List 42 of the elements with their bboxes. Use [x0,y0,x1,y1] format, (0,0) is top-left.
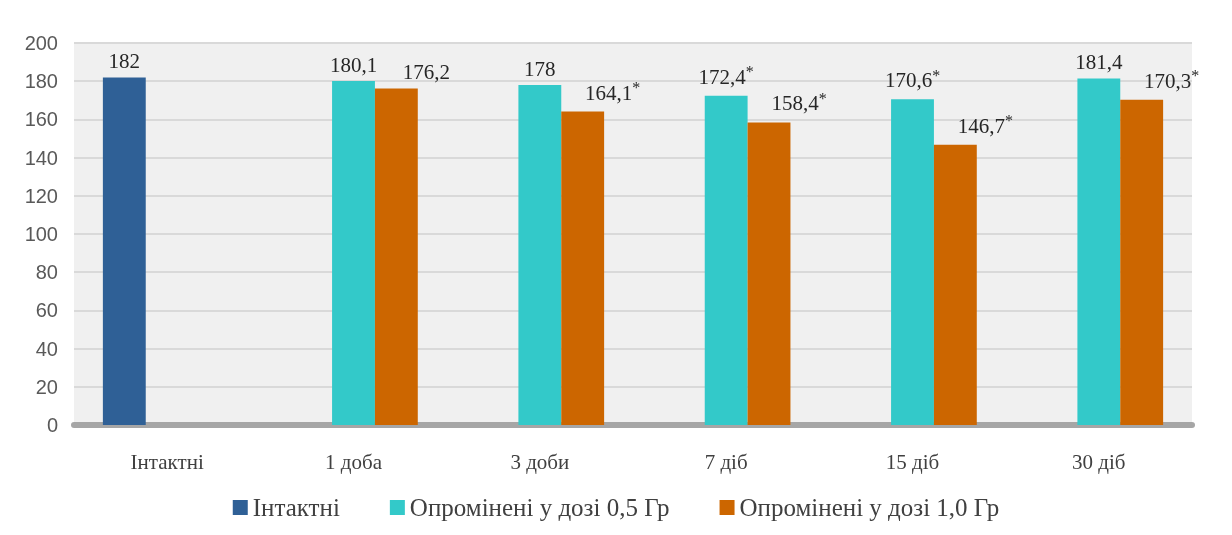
bar [518,85,562,425]
y-tick-label: 160 [24,108,58,131]
y-tick-label: 40 [35,337,58,360]
data-label: 176,2 [402,59,450,84]
x-tick-label: 30 діб [1072,449,1126,474]
y-tick-label: 140 [24,146,58,169]
y-tick-label: 20 [35,375,58,398]
bar [102,77,146,425]
bar [1120,99,1164,425]
y-tick-label: 60 [35,299,58,322]
legend-label: Опромінені у дозі 0,5 Гр [409,494,670,521]
data-label: 181,4 [1075,50,1123,75]
x-tick-label: 1 доба [325,449,383,474]
x-tick-label: 3 доби [510,449,570,474]
bar [332,81,375,425]
data-label: 164,1* [585,79,641,105]
data-label: 180,1 [329,52,378,77]
legend-label: Опромінені у дозі 1,0 Гр [739,494,1000,521]
data-label: 172,4* [698,63,754,89]
x-tick-label: 7 діб [704,449,748,474]
legend-label: Інтактні [252,494,340,521]
data-label: 158,4* [771,89,827,116]
bar [747,122,791,425]
bar [891,99,934,425]
data-label: 146,7* [957,112,1013,138]
x-tick-label: Інтактні [130,449,204,474]
y-tick-label: 120 [24,184,58,207]
data-label: 178 [524,56,556,81]
data-label: 170,3* [1144,67,1200,93]
data-label: 170,6* [884,66,941,93]
x-tick-label: 15 діб [885,449,940,474]
y-tick-label: 100 [24,223,58,245]
y-tick-label: 0 [46,414,58,436]
bar [374,88,418,425]
bar [933,144,977,425]
y-tick-label: 180 [24,70,58,93]
bar [704,95,748,425]
data-label: 182 [108,48,141,73]
y-tick-label: 200 [24,32,58,54]
y-tick-label: 80 [35,261,58,284]
bar [1077,78,1121,425]
bar [561,111,605,425]
